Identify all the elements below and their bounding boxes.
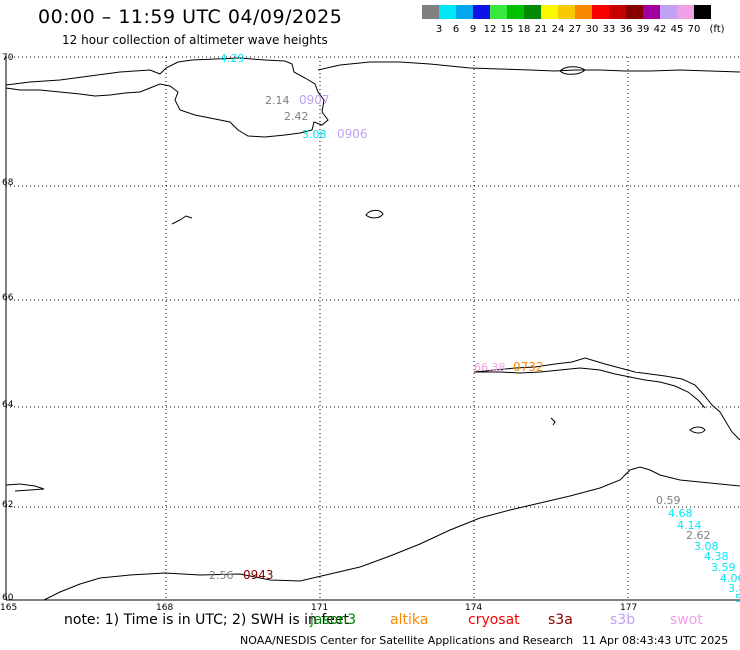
lat-label: 66 bbox=[2, 293, 14, 303]
legend-level-label: 39 bbox=[636, 24, 650, 35]
legend-level-label: 70 bbox=[687, 24, 701, 35]
lon-label: 165 bbox=[0, 603, 17, 613]
lon-label: 171 bbox=[311, 603, 328, 613]
legend-swatch bbox=[694, 5, 711, 19]
legend-swatch bbox=[575, 5, 592, 19]
legend-swatch bbox=[490, 5, 507, 19]
observation-value: 4.68 bbox=[668, 507, 693, 520]
legend-swatch bbox=[541, 5, 558, 19]
mission-label: cryosat bbox=[468, 612, 520, 628]
legend-swatch bbox=[626, 5, 643, 19]
observation-value: 5 bbox=[735, 592, 740, 605]
observation-value: 4.38 bbox=[704, 550, 729, 563]
page-title: 00:00 – 11:59 UTC 04/09/2025 bbox=[38, 6, 343, 28]
legend-level-label: 36 bbox=[619, 24, 633, 35]
observation-value: 3.08 bbox=[694, 540, 719, 553]
observation-value: 3.8 bbox=[728, 582, 740, 595]
legend-swatch bbox=[507, 5, 524, 19]
observation-value: 4.06 bbox=[720, 572, 740, 585]
lat-label: 68 bbox=[2, 178, 14, 188]
legend-swatch bbox=[439, 5, 456, 19]
lat-label: 64 bbox=[2, 400, 14, 410]
observation-value: 2.62 bbox=[686, 529, 711, 542]
legend-level-label: 45 bbox=[670, 24, 684, 35]
observation-value: 4.14 bbox=[677, 519, 702, 532]
legend-level-label: 9 bbox=[469, 24, 477, 35]
island-small-2 bbox=[365, 209, 384, 219]
legend-swatch bbox=[524, 5, 541, 19]
observation-value: 2.56 bbox=[209, 569, 234, 582]
legend-swatch bbox=[677, 5, 694, 19]
observation-value: 2.42 bbox=[284, 110, 309, 123]
lake-north bbox=[559, 66, 586, 75]
coast-west-small bbox=[5, 483, 45, 492]
legend-level-label: 6 bbox=[452, 24, 460, 35]
observation-value: 2.14 bbox=[265, 94, 290, 107]
lon-label: 177 bbox=[620, 603, 637, 613]
lon-label: 174 bbox=[465, 603, 482, 613]
island-small-1 bbox=[171, 215, 193, 225]
graticule bbox=[6, 56, 740, 600]
observation-value: 4.29 bbox=[220, 52, 245, 65]
footer-source: NOAA/NESDIS Center for Satellite Applica… bbox=[240, 634, 574, 647]
legend-level-label: 42 bbox=[653, 24, 667, 35]
observation-time: 0943 bbox=[243, 568, 274, 582]
footer-note: note: 1) Time is in UTC; 2) SWH is in fe… bbox=[64, 612, 350, 628]
legend-level-label: 21 bbox=[534, 24, 548, 35]
lon-label: 168 bbox=[156, 603, 173, 613]
coast-south bbox=[43, 466, 740, 601]
legend-level-label: 33 bbox=[602, 24, 616, 35]
legend-level-label: 15 bbox=[500, 24, 514, 35]
legend-level-label: 18 bbox=[517, 24, 531, 35]
observation-labels: 0907 0906 0732 0943 4.29 2.14 2.42 3.08 66.38 0.5… bbox=[209, 52, 740, 605]
observation-value: 66.38 bbox=[474, 361, 506, 374]
observation-time: 0906 bbox=[337, 127, 368, 141]
legend-swatch bbox=[558, 5, 575, 19]
legend-swatch bbox=[422, 5, 439, 19]
island-small-3 bbox=[550, 417, 556, 426]
lat-label: 62 bbox=[2, 500, 13, 510]
legend-level-label: 24 bbox=[551, 24, 565, 35]
observation-value: 0.59 bbox=[656, 494, 681, 507]
legend-level-label: 12 bbox=[483, 24, 497, 35]
page-subtitle: 12 hour collection of altimeter wave hei… bbox=[62, 33, 328, 47]
legend-unit: (ft) bbox=[709, 24, 725, 35]
legend-level-label: 27 bbox=[568, 24, 582, 35]
footer-timestamp: 11 Apr 08:43:43 UTC 2025 bbox=[582, 634, 729, 647]
coast-north bbox=[5, 57, 329, 138]
mission-label: jason3 bbox=[310, 612, 357, 628]
island-small-4 bbox=[689, 426, 706, 434]
observation-value: 3.08 bbox=[302, 128, 327, 141]
legend-swatch bbox=[473, 5, 490, 19]
mission-label: s3b bbox=[610, 612, 636, 628]
coast-north-east bbox=[317, 61, 740, 73]
observation-time: 0732 bbox=[513, 360, 544, 374]
coast-peninsula-lower bbox=[474, 367, 706, 409]
coastlines bbox=[5, 57, 740, 601]
lat-label: 60 bbox=[2, 593, 14, 603]
legend-swatch bbox=[456, 5, 473, 19]
observation-time: 0907 bbox=[299, 93, 330, 107]
mission-label: altika bbox=[390, 612, 429, 628]
mission-label: s3a bbox=[548, 612, 573, 628]
observation-value: 3.59 bbox=[711, 561, 736, 574]
legend-level-label: 3 bbox=[435, 24, 443, 35]
coast-peninsula bbox=[473, 357, 740, 441]
legend-swatch bbox=[592, 5, 609, 19]
legend-swatch bbox=[660, 5, 677, 19]
mission-label: swot bbox=[670, 612, 703, 628]
legend-swatch bbox=[609, 5, 626, 19]
legend-swatch bbox=[643, 5, 660, 19]
legend-level-label: 30 bbox=[585, 24, 599, 35]
lat-label: 70 bbox=[2, 53, 14, 63]
